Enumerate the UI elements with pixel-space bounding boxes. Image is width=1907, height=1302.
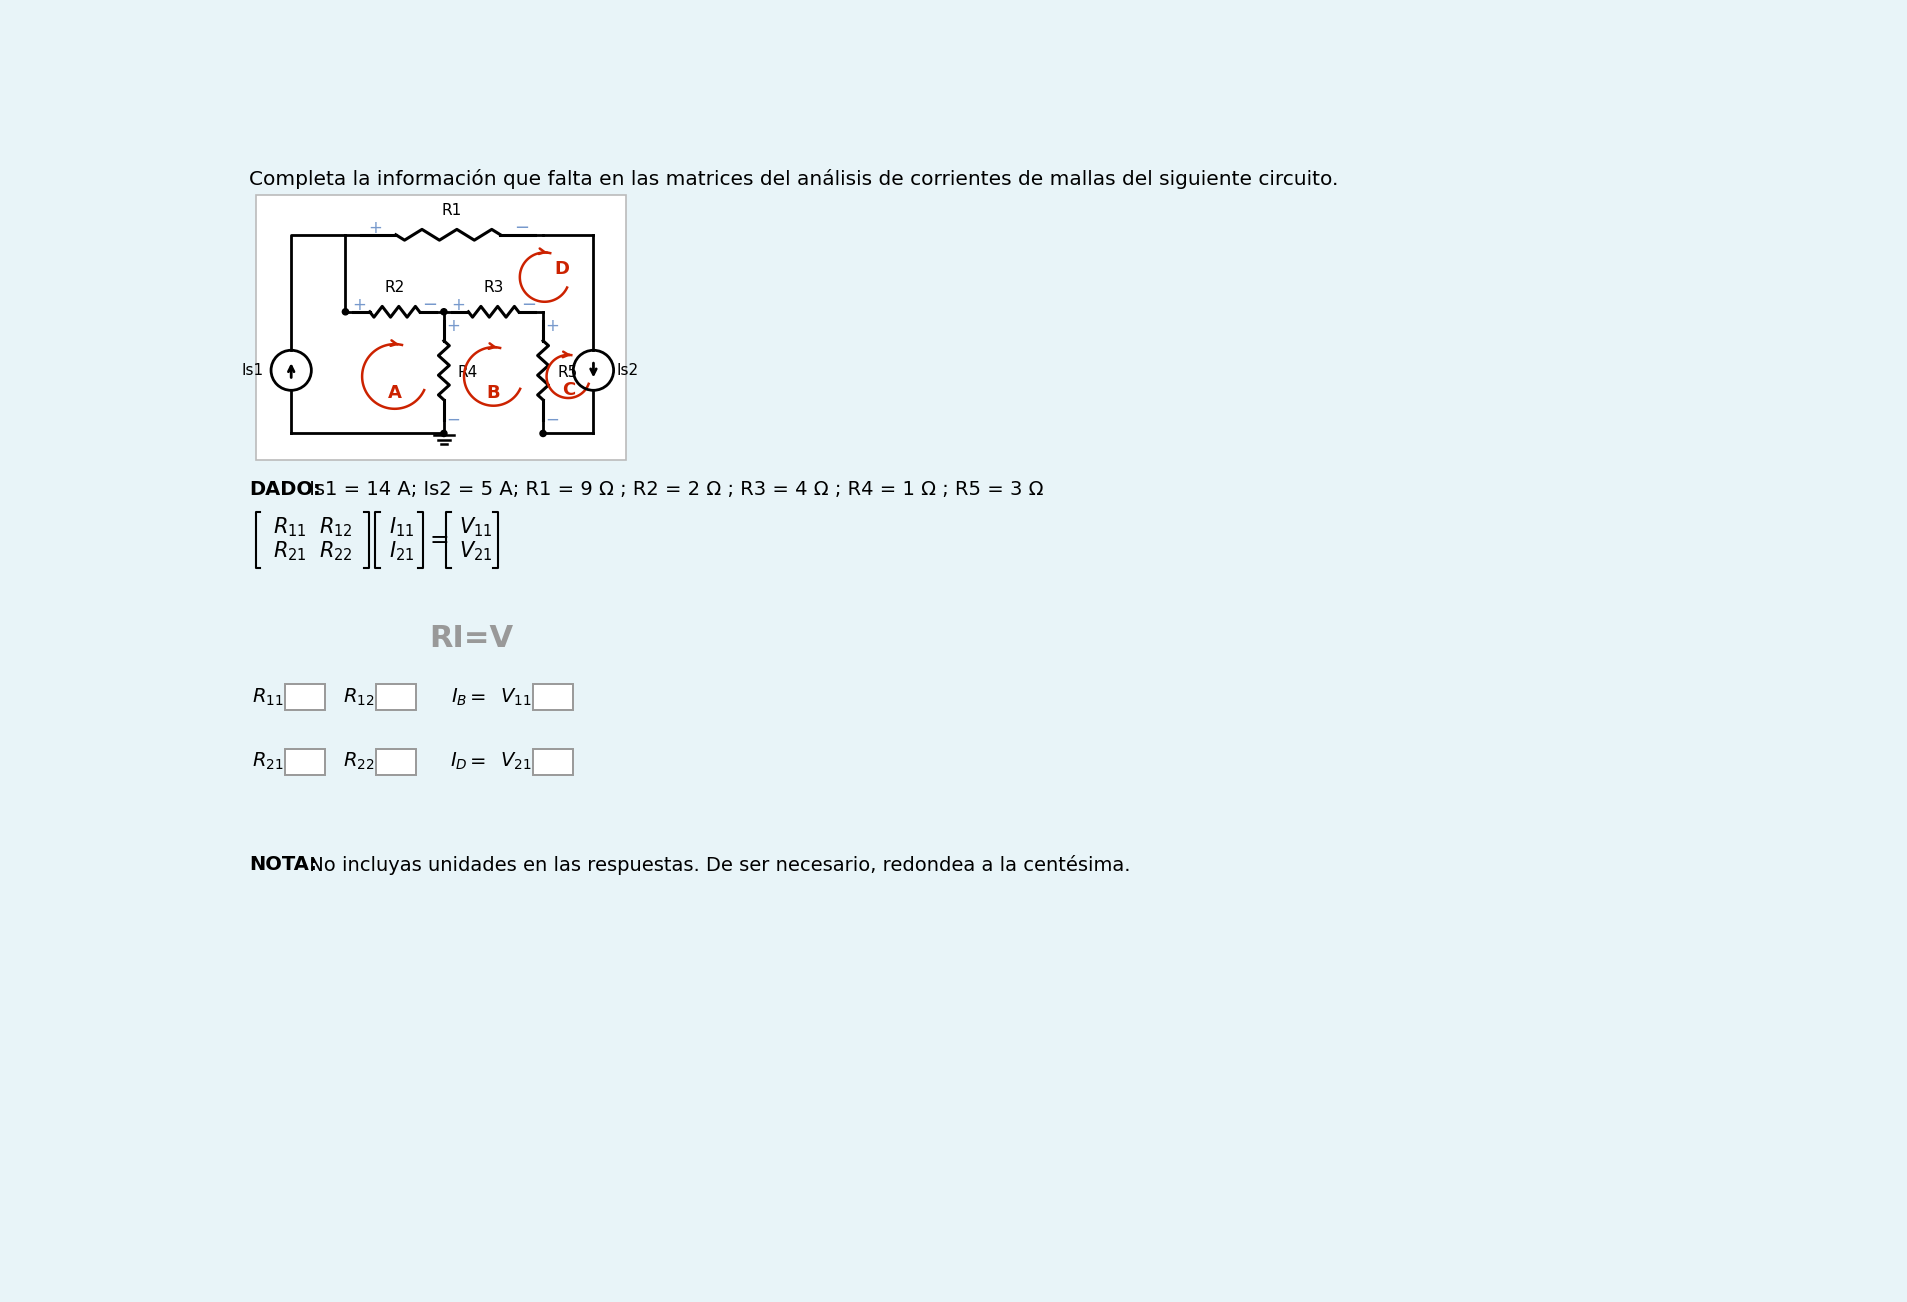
Circle shape <box>540 431 545 436</box>
Circle shape <box>441 431 446 436</box>
Text: $V_{11}$: $V_{11}$ <box>460 516 492 539</box>
FancyBboxPatch shape <box>376 685 416 710</box>
Text: $V_{11}$: $V_{11}$ <box>500 686 532 708</box>
Circle shape <box>441 309 446 315</box>
Text: −: − <box>513 219 528 237</box>
FancyBboxPatch shape <box>284 685 324 710</box>
FancyBboxPatch shape <box>284 749 324 775</box>
Text: $R_{11}$: $R_{11}$ <box>273 516 307 539</box>
FancyBboxPatch shape <box>256 195 625 461</box>
Text: $I_{11}$: $I_{11}$ <box>389 516 414 539</box>
Text: Is2: Is2 <box>616 363 639 378</box>
Text: +: + <box>450 296 465 314</box>
Text: +: + <box>368 219 381 237</box>
Text: $V_{21}$: $V_{21}$ <box>460 540 492 564</box>
Text: $R_{12}$: $R_{12}$ <box>318 516 353 539</box>
Text: =: = <box>429 529 448 552</box>
Text: Is1 = 14 A; Is2 = 5 A; R1 = 9 Ω ; R2 = 2 Ω ; R3 = 4 Ω ; R4 = 1 Ω ; R5 = 3 Ω: Is1 = 14 A; Is2 = 5 A; R1 = 9 Ω ; R2 = 2… <box>303 479 1043 499</box>
Text: A: A <box>387 384 400 402</box>
Text: RI=V: RI=V <box>429 625 513 654</box>
Text: R5: R5 <box>557 365 578 380</box>
Text: R4: R4 <box>458 365 479 380</box>
Text: +: + <box>545 316 559 335</box>
Circle shape <box>341 309 349 315</box>
Text: −: − <box>421 296 437 314</box>
Text: −: − <box>545 410 559 428</box>
Text: $I_D$: $I_D$ <box>450 751 467 772</box>
Text: DADO:: DADO: <box>250 479 320 499</box>
Text: +: + <box>353 296 366 314</box>
Text: =: = <box>469 687 486 707</box>
FancyBboxPatch shape <box>376 749 416 775</box>
Text: $I_B$: $I_B$ <box>450 686 467 708</box>
Text: $V_{21}$: $V_{21}$ <box>500 751 532 772</box>
Text: =: = <box>469 753 486 771</box>
Text: $R_{22}$: $R_{22}$ <box>343 751 374 772</box>
Text: $R_{12}$: $R_{12}$ <box>343 686 374 708</box>
Text: Completa la información que falta en las matrices del análisis de corrientes de : Completa la información que falta en las… <box>250 168 1339 189</box>
FancyBboxPatch shape <box>532 685 572 710</box>
Text: $R_{21}$: $R_{21}$ <box>252 751 284 772</box>
Text: $I_{21}$: $I_{21}$ <box>389 540 414 564</box>
Text: $R_{21}$: $R_{21}$ <box>273 540 307 564</box>
Text: NOTA:: NOTA: <box>250 855 317 875</box>
Text: −: − <box>521 296 536 314</box>
Text: No incluyas unidades en las respuestas. De ser necesario, redondea a la centésim: No incluyas unidades en las respuestas. … <box>303 855 1129 875</box>
Text: $R_{11}$: $R_{11}$ <box>252 686 284 708</box>
Text: R3: R3 <box>482 280 503 294</box>
Text: Is1: Is1 <box>242 363 263 378</box>
Text: −: − <box>446 410 460 428</box>
Text: R1: R1 <box>442 203 461 217</box>
Text: $R_{22}$: $R_{22}$ <box>318 540 353 564</box>
FancyBboxPatch shape <box>532 749 572 775</box>
Text: D: D <box>553 260 568 279</box>
Text: +: + <box>446 316 460 335</box>
Text: B: B <box>486 384 500 402</box>
Text: C: C <box>561 381 574 400</box>
Text: R2: R2 <box>385 280 404 294</box>
